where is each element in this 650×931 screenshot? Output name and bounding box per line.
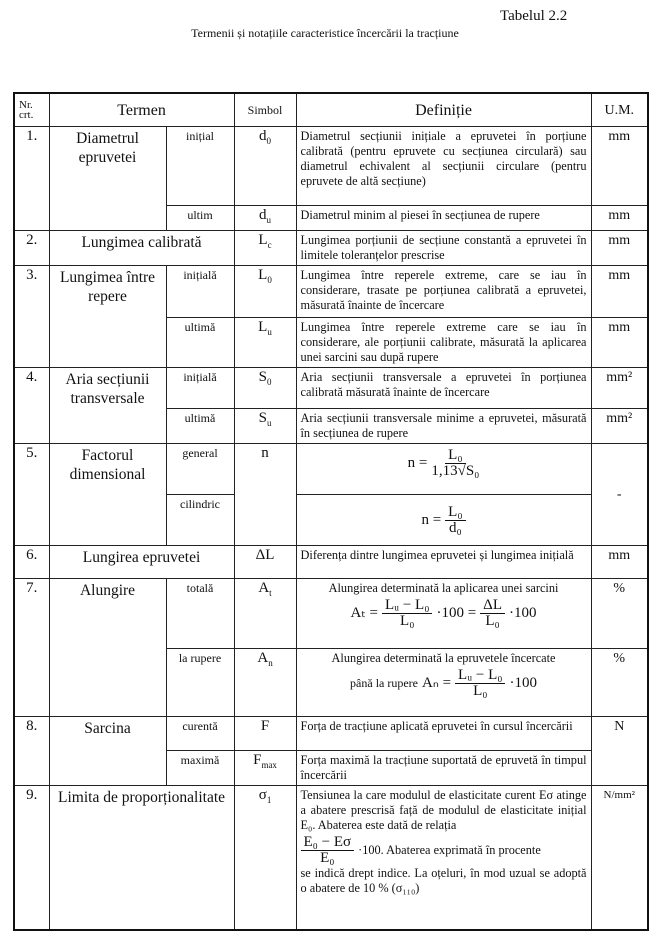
row-number: 6. <box>13 545 50 579</box>
table-row: ultim du Diametrul minim al piesei în se… <box>14 205 649 231</box>
definition: Diametrul secțiunii inițiale a epruvetei… <box>295 126 592 206</box>
row-number: 7. <box>13 578 50 717</box>
definition: Diferența dintre lungimea epruvetei și l… <box>295 545 592 579</box>
row-number: 1. <box>13 126 50 231</box>
table-row: 4. Aria secțiunii transversale inițială … <box>13 367 649 444</box>
table-row: 8. Sarcina curentă F Forța de tracțiune … <box>13 716 649 786</box>
symbol: d0 <box>233 126 297 206</box>
term: Lungimea calibrată <box>48 230 235 266</box>
table-title: Termenii și notațiile caracteristice înc… <box>191 26 459 40</box>
header-definitie: Definiție <box>295 92 592 127</box>
row-number: 9. <box>13 785 50 930</box>
table-row: cilindric n = L₀ d₀ <box>14 494 648 546</box>
table-row: la rupere An Alungirea determinată la ep… <box>14 648 649 717</box>
unit: mm <box>590 126 649 206</box>
symbol: σ1 <box>233 785 297 930</box>
table-row: 1. Diametrul epruvetei inițial d0 Diamet… <box>13 126 649 231</box>
term: Lungirea epruvetei <box>48 545 235 579</box>
symbol: Lc <box>233 230 297 266</box>
terms-table: Nr. crt. Termen Simbol Definiție U.M. 1. … <box>13 92 650 931</box>
row-number: 8. <box>13 716 50 786</box>
table-row: 3. Lungimea între repere inițială L0 Lun… <box>13 265 649 368</box>
term: Alungire <box>48 578 167 717</box>
symbol: An <box>233 648 297 717</box>
unit: mm <box>590 317 649 368</box>
definition: Diametrul minim al piesei în secțiunea d… <box>295 205 592 231</box>
definition: Forța de tracțiune aplicată epruvetei în… <box>295 716 592 751</box>
table-row: 6. Lungirea epruvetei ΔL Diferența dintr… <box>13 545 649 579</box>
subterm: inițială <box>165 367 235 409</box>
subterm: ultim <box>165 205 235 231</box>
symbol: F <box>233 716 297 751</box>
symbol: ΔL <box>233 545 297 579</box>
definition: Tensiunea la care modulul de elasticitat… <box>295 785 592 930</box>
term: Limita de proporționalitate <box>48 785 235 930</box>
definition: Aria secțiunii transversale a epruvetei … <box>295 367 592 409</box>
symbol: S0 <box>233 367 297 409</box>
table-row: 5. Factorul dimensional general n n = L₀ 1… <box>13 443 649 546</box>
subterm: ultimă <box>165 408 235 444</box>
unit: % <box>590 578 649 649</box>
symbol: At <box>233 578 297 649</box>
term: Lungimea între repere <box>48 265 167 368</box>
symbol: Lu <box>233 317 297 368</box>
definition: Lungimea porțiunii de secțiune constantă… <box>295 230 592 266</box>
subterm: totală <box>165 578 235 649</box>
header-um: U.M. <box>590 92 649 127</box>
subterm: inițial <box>165 126 235 206</box>
header-row: Nr. crt. Termen Simbol Definiție U.M. <box>13 92 649 127</box>
unit: mm <box>590 545 649 579</box>
header-nr: Nr. crt. <box>13 92 50 127</box>
unit: mm² <box>590 408 649 444</box>
table-row: 7. Alungire totală At Alungirea determin… <box>13 578 649 717</box>
table-row: ultimă Lu Lungimea între reperele extrem… <box>14 317 649 368</box>
subterm: curentă <box>165 716 235 751</box>
table-row: 2. Lungimea calibrată Lc Lungimea porțiu… <box>13 230 649 266</box>
term: Aria secțiunii transversale <box>48 367 167 444</box>
table-number: Tabelul 2.2 <box>500 8 568 24</box>
unit: mm² <box>590 367 649 409</box>
unit: mm <box>590 230 649 266</box>
row-number: 4. <box>13 367 50 444</box>
definition: Alungirea determinată la epruvetele înce… <box>295 648 592 717</box>
unit: - <box>590 443 649 546</box>
formula: n = L₀ d₀ <box>295 494 592 546</box>
definition: Lungimea între reperele extreme care se … <box>295 317 592 368</box>
subterm: cilindric <box>165 494 235 546</box>
formula: n = L₀ 1,13√S₀ <box>295 443 592 495</box>
definition: Alungirea determinată la aplicarea unei … <box>295 578 592 649</box>
table-row: maximă Fmax Forța maximă la tracțiune su… <box>14 750 648 786</box>
header-termen: Termen <box>48 92 235 127</box>
definition: Forța maximă la tracțiune suportată de e… <box>295 750 592 786</box>
symbol: Fmax <box>233 750 297 786</box>
subterm: maximă <box>165 750 235 786</box>
unit: N <box>590 716 649 786</box>
symbol: du <box>233 205 297 231</box>
symbol: Su <box>233 408 297 444</box>
symbol: n <box>233 443 297 546</box>
subterm: inițială <box>165 265 235 318</box>
definition: Aria secțiunii transversale minime a epr… <box>295 408 592 444</box>
row-number: 3. <box>13 265 50 368</box>
term: Sarcina <box>48 716 167 786</box>
subterm: la rupere <box>165 648 235 717</box>
header-simbol: Simbol <box>233 92 297 127</box>
subterm: general <box>165 443 235 495</box>
definition: Lungimea între reperele extreme, care se… <box>295 265 592 318</box>
unit: % <box>590 648 649 717</box>
row-number: 2. <box>13 230 50 266</box>
unit: N/mm² <box>590 785 649 930</box>
row-number: 5. <box>13 443 50 546</box>
table-row: 9. Limita de proporționalitate σ1 Tensiu… <box>13 785 649 930</box>
unit: mm <box>590 205 649 231</box>
symbol: L0 <box>233 265 297 318</box>
subterm: ultimă <box>165 317 235 368</box>
term: Diametrul epruvetei <box>48 126 167 231</box>
term: Factorul dimensional <box>48 443 167 546</box>
unit: mm <box>590 265 649 318</box>
